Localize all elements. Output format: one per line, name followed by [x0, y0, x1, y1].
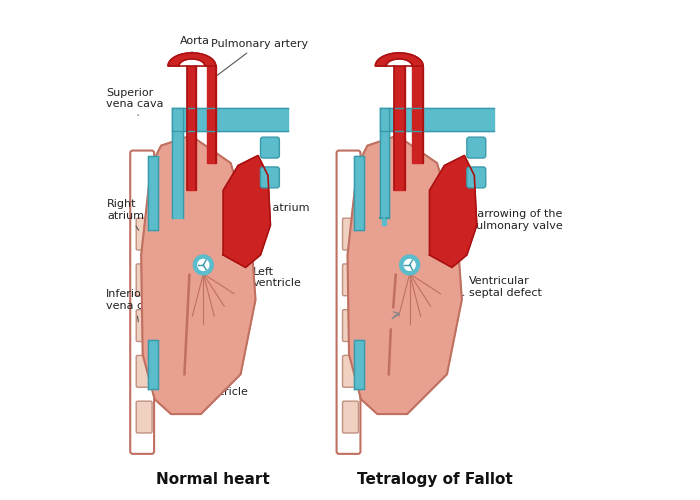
Text: Right
atrium: Right atrium	[107, 200, 144, 230]
FancyBboxPatch shape	[342, 310, 358, 342]
Polygon shape	[380, 108, 494, 130]
Text: Normal heart: Normal heart	[156, 472, 270, 487]
Polygon shape	[148, 340, 158, 389]
Text: Superior
vena cava: Superior vena cava	[106, 88, 164, 116]
FancyBboxPatch shape	[342, 264, 358, 296]
Circle shape	[404, 260, 415, 270]
Text: Left atrium: Left atrium	[228, 202, 309, 215]
Polygon shape	[412, 66, 423, 163]
Text: Aorta: Aorta	[180, 36, 210, 59]
FancyBboxPatch shape	[136, 356, 152, 387]
Circle shape	[400, 255, 419, 275]
Polygon shape	[172, 108, 183, 218]
Polygon shape	[380, 108, 389, 218]
Text: Narrowing of the
pulmonary valve: Narrowing of the pulmonary valve	[430, 210, 563, 237]
Circle shape	[198, 260, 209, 270]
Text: Tetralogy of Fallot: Tetralogy of Fallot	[357, 472, 512, 487]
FancyBboxPatch shape	[260, 167, 279, 188]
Polygon shape	[375, 53, 423, 66]
Text: Right ventricle: Right ventricle	[166, 371, 248, 396]
FancyBboxPatch shape	[136, 401, 152, 433]
FancyBboxPatch shape	[467, 167, 486, 188]
Polygon shape	[382, 212, 386, 225]
Polygon shape	[394, 66, 405, 190]
FancyBboxPatch shape	[260, 137, 279, 158]
Polygon shape	[172, 108, 288, 130]
Polygon shape	[354, 156, 364, 230]
Text: Left
ventricle: Left ventricle	[228, 266, 302, 288]
FancyBboxPatch shape	[136, 218, 152, 250]
FancyBboxPatch shape	[342, 218, 358, 250]
FancyBboxPatch shape	[342, 356, 358, 387]
FancyBboxPatch shape	[136, 264, 152, 296]
Text: Inferior
vena cava: Inferior vena cava	[106, 289, 164, 322]
FancyBboxPatch shape	[467, 137, 486, 158]
Polygon shape	[430, 156, 477, 268]
FancyBboxPatch shape	[130, 150, 154, 454]
Polygon shape	[347, 136, 462, 414]
Polygon shape	[354, 340, 364, 389]
Text: Ventricular
septal defect: Ventricular septal defect	[430, 276, 542, 301]
FancyBboxPatch shape	[136, 310, 152, 342]
Text: Pulmonary artery: Pulmonary artery	[211, 38, 308, 80]
Polygon shape	[148, 156, 158, 230]
FancyBboxPatch shape	[337, 150, 360, 454]
Polygon shape	[168, 53, 216, 66]
Polygon shape	[206, 66, 216, 163]
Polygon shape	[141, 136, 256, 414]
FancyBboxPatch shape	[342, 401, 358, 433]
Polygon shape	[223, 156, 270, 268]
Polygon shape	[188, 66, 197, 190]
Circle shape	[193, 255, 214, 275]
